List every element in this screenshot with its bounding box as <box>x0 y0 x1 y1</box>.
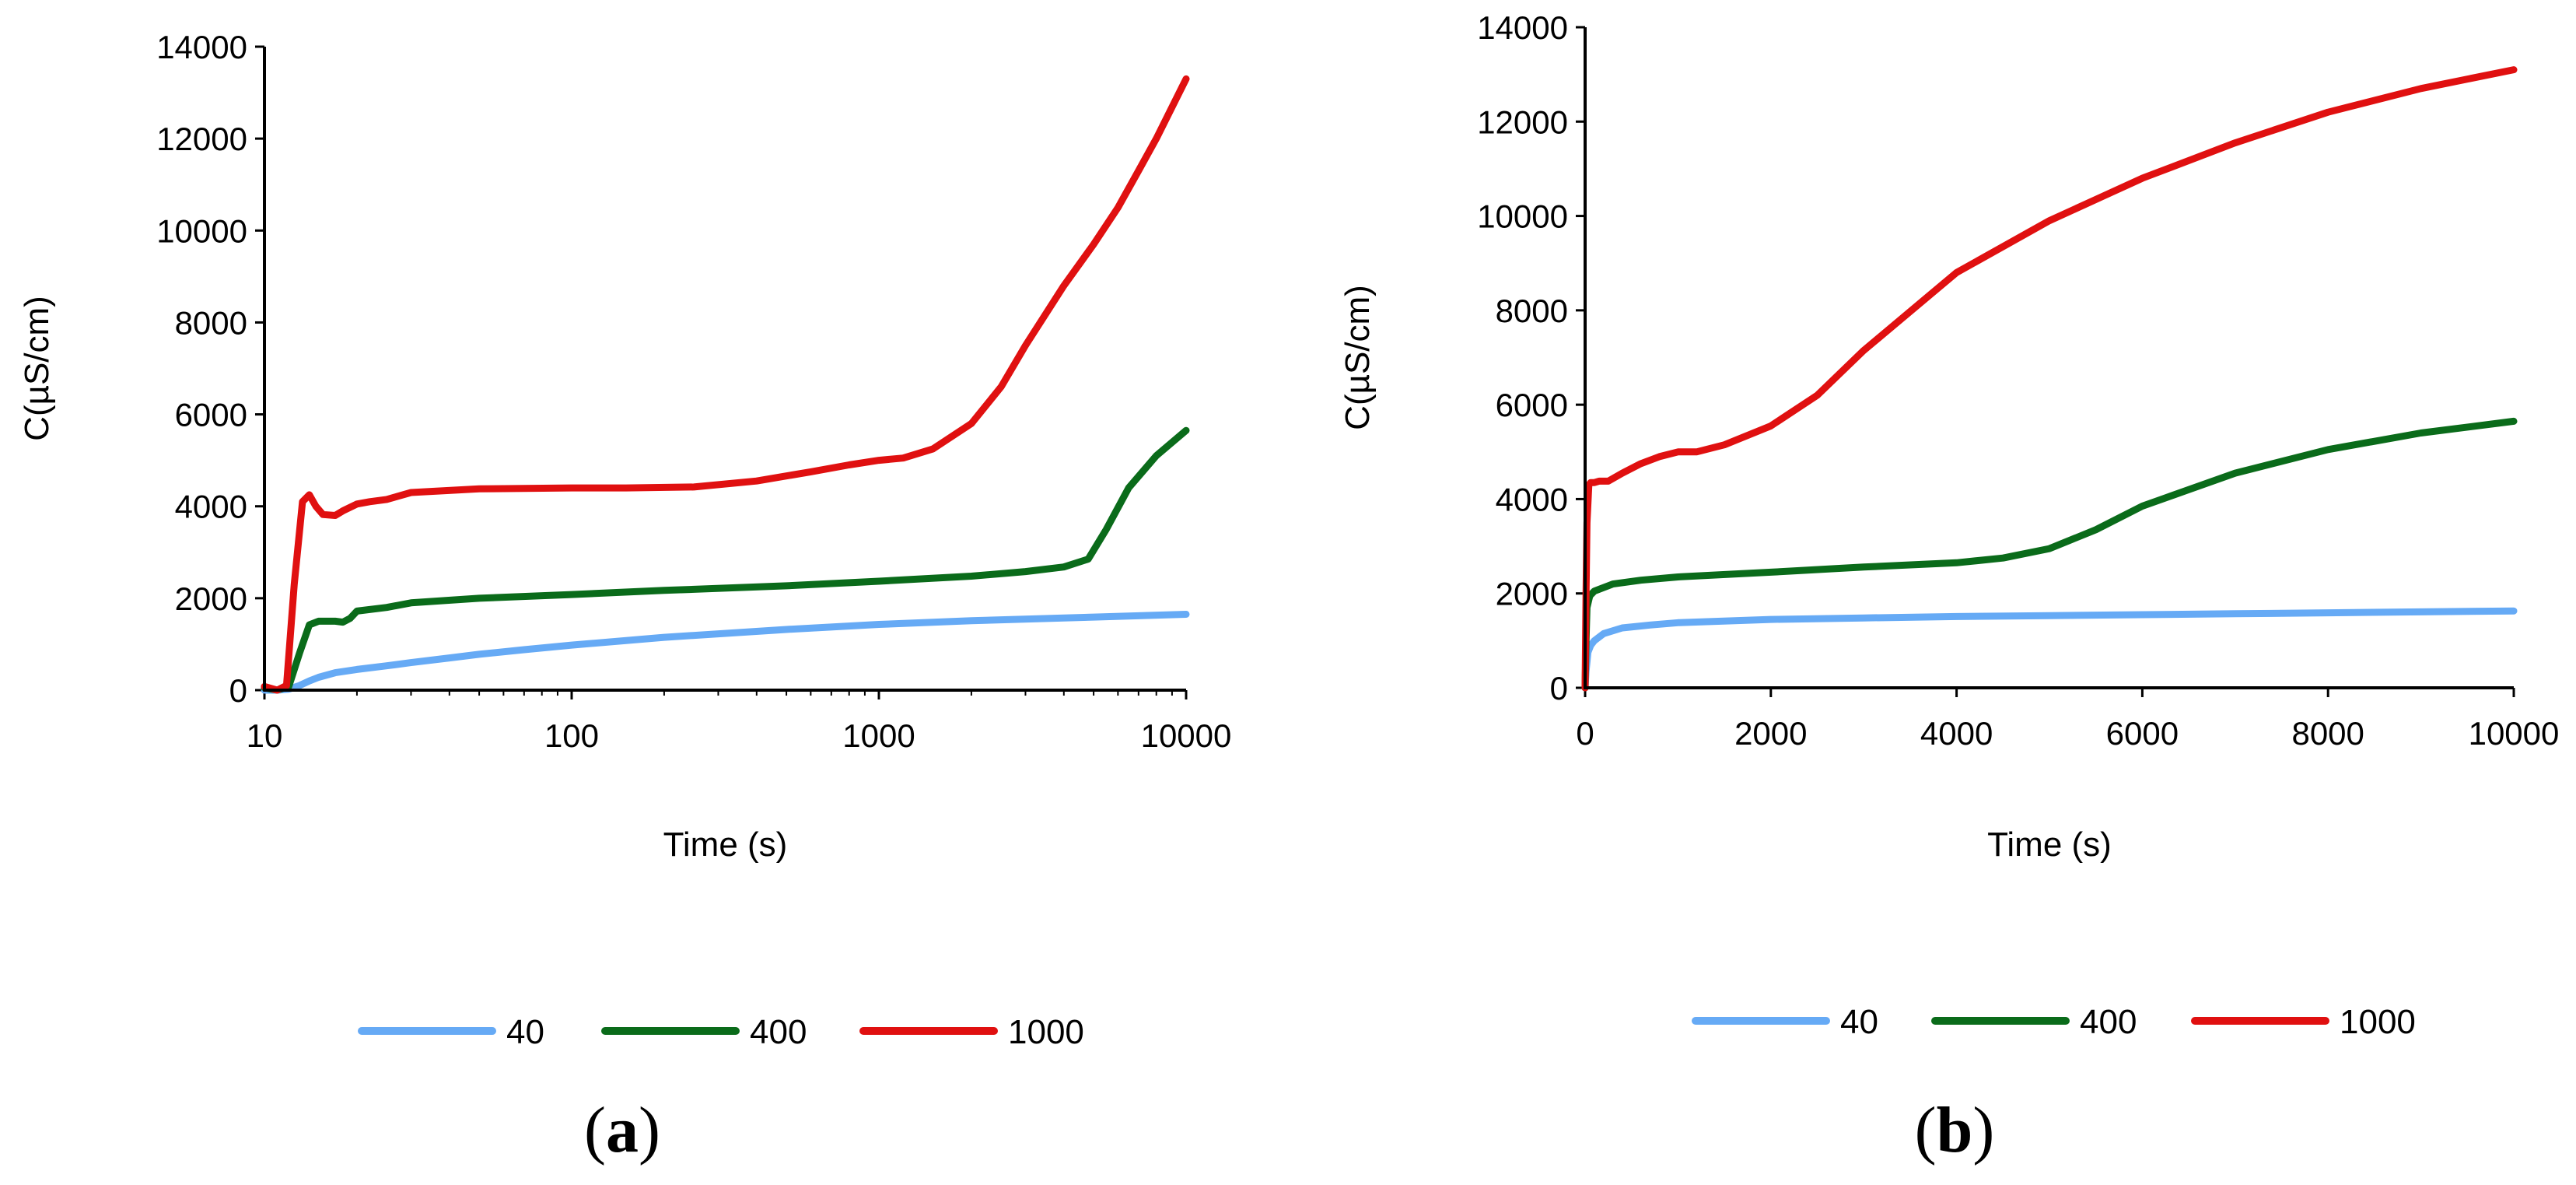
series-line-1000 <box>1581 66 2518 692</box>
chart-b: 0 2000 4000 6000 8000 10000 12000 14000 0 2000 400… <box>1339 9 2559 1166</box>
x-tick-label: 10 <box>247 717 283 754</box>
y-tick-label: 6000 <box>175 397 247 433</box>
series-line-40 <box>1581 607 2518 692</box>
panel-label-open: ( <box>1915 1094 1937 1166</box>
panel-label-letter: a <box>606 1094 639 1166</box>
x-tick-label: 0 <box>1576 715 1594 752</box>
x-tick-label: 10000 <box>1141 717 1232 754</box>
legend: 40 400 1000 <box>358 1013 1084 1051</box>
series-line-400 <box>261 426 1190 694</box>
y-tick-label: 6000 <box>1496 387 1568 423</box>
y-tick-label: 4000 <box>1496 481 1568 517</box>
panel-label-close: ) <box>639 1094 660 1166</box>
x-tick-label: 6000 <box>2106 715 2179 752</box>
panel-label-letter: b <box>1937 1094 1973 1166</box>
y-axis-label: C(µS/cm) <box>18 296 56 441</box>
y-tick-label: 12000 <box>156 121 247 157</box>
legend-label-40: 40 <box>506 1013 544 1051</box>
x-tick-label: 8000 <box>2291 715 2364 752</box>
y-tick-label: 14000 <box>156 29 247 65</box>
y-tick-label: 10000 <box>156 212 247 249</box>
panel-label: (a) <box>584 1094 660 1166</box>
y-tick-label: 8000 <box>1496 293 1568 329</box>
series-line-1000 <box>261 75 1190 694</box>
x-tick-label: 4000 <box>1920 715 1993 752</box>
x-axis-label: Time (s) <box>1987 826 2112 864</box>
y-tick-label: 10000 <box>1477 198 1568 235</box>
series-line-40 <box>261 611 1190 694</box>
panel-label-close: ) <box>1972 1094 1994 1166</box>
y-tick-label: 12000 <box>1477 103 1568 140</box>
series-line-400 <box>1581 417 2518 692</box>
legend-label-1000: 1000 <box>2340 1003 2416 1041</box>
panel-label-open: ( <box>584 1094 606 1166</box>
legend: 40 400 1000 <box>1692 1003 2416 1041</box>
legend-label-40: 40 <box>1840 1003 1878 1041</box>
y-tick-label: 0 <box>229 672 247 709</box>
x-tick-label: 10000 <box>2469 715 2560 752</box>
x-tick-label: 100 <box>544 717 599 754</box>
y-axis-label: C(µS/cm) <box>1339 285 1377 430</box>
legend-label-400: 400 <box>2080 1003 2137 1041</box>
x-tick-label: 1000 <box>842 717 915 754</box>
legend-label-400: 400 <box>750 1013 807 1051</box>
y-tick-label: 2000 <box>175 580 247 617</box>
y-tick-label: 8000 <box>175 304 247 341</box>
x-tick-label: 2000 <box>1734 715 1807 752</box>
y-tick-label: 4000 <box>175 489 247 525</box>
y-tick-label: 14000 <box>1477 9 1568 46</box>
legend-label-1000: 1000 <box>1008 1013 1084 1051</box>
chart-a: 0 2000 4000 6000 8000 10000 12000 14000 10 100 100… <box>18 29 1231 1166</box>
y-tick-label: 2000 <box>1496 576 1568 612</box>
panel-label: (b) <box>1915 1094 1995 1166</box>
y-tick-label: 0 <box>1550 670 1568 706</box>
x-axis-label: Time (s) <box>663 826 788 864</box>
